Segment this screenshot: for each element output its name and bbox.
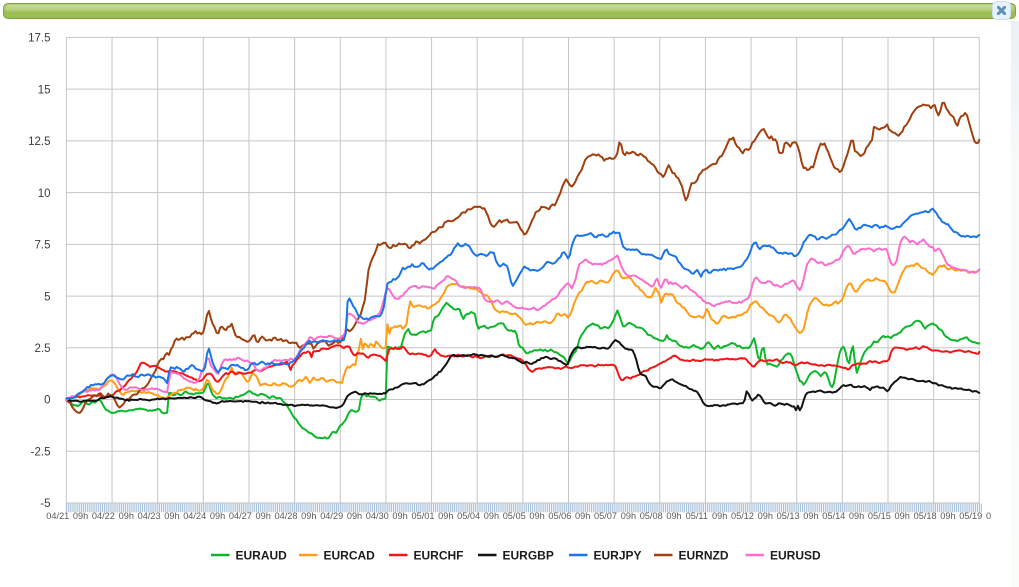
svg-text:04/27: 04/27 — [229, 511, 252, 521]
svg-text:2.5: 2.5 — [35, 343, 51, 355]
svg-text:09h: 09h — [438, 511, 453, 521]
svg-text:09h: 09h — [940, 511, 955, 521]
svg-text:05/13: 05/13 — [777, 511, 800, 521]
svg-text:05/06: 05/06 — [548, 511, 571, 521]
svg-text:-2.5: -2.5 — [31, 447, 51, 459]
svg-text:0: 0 — [986, 511, 991, 521]
svg-text:04/24: 04/24 — [183, 511, 206, 521]
svg-text:09h: 09h — [256, 511, 271, 521]
svg-text:05/14: 05/14 — [822, 511, 845, 521]
svg-text:05/07: 05/07 — [594, 511, 617, 521]
svg-text:09h: 09h — [73, 511, 88, 521]
svg-text:05/08: 05/08 — [640, 511, 663, 521]
svg-text:05/11: 05/11 — [686, 511, 708, 521]
svg-text:05/15: 05/15 — [868, 511, 891, 521]
svg-text:05/05: 05/05 — [503, 511, 526, 521]
svg-text:05/19: 05/19 — [959, 511, 982, 521]
svg-text:0: 0 — [44, 395, 50, 407]
svg-text:04/30: 04/30 — [366, 511, 389, 521]
svg-text:15: 15 — [38, 84, 51, 96]
svg-text:17.5: 17.5 — [28, 33, 50, 45]
svg-text:04/21: 04/21 — [46, 511, 69, 521]
svg-text:09h: 09h — [575, 511, 590, 521]
svg-text:09h: 09h — [119, 511, 134, 521]
svg-text:EURNZD: EURNZD — [679, 549, 729, 563]
svg-text:09h: 09h — [164, 511, 179, 521]
svg-text:09h: 09h — [758, 511, 773, 521]
svg-text:-5: -5 — [40, 498, 50, 510]
svg-text:EURAUD: EURAUD — [236, 549, 288, 563]
svg-text:09h: 09h — [529, 511, 544, 521]
svg-text:EURUSD: EURUSD — [770, 549, 821, 563]
svg-text:EURJPY: EURJPY — [594, 549, 642, 563]
svg-text:5: 5 — [44, 291, 50, 303]
svg-text:09h: 09h — [712, 511, 727, 521]
svg-text:05/18: 05/18 — [914, 511, 937, 521]
svg-text:09h: 09h — [392, 511, 407, 521]
svg-text:09h: 09h — [347, 511, 362, 521]
svg-text:04/22: 04/22 — [92, 511, 115, 521]
svg-text:05/12: 05/12 — [731, 511, 754, 521]
svg-text:09h: 09h — [621, 511, 636, 521]
svg-text:09h: 09h — [301, 511, 316, 521]
svg-text:10: 10 — [38, 188, 51, 200]
svg-text:04/29: 04/29 — [320, 511, 343, 521]
svg-text:04/28: 04/28 — [275, 511, 298, 521]
svg-text:09h: 09h — [895, 511, 910, 521]
svg-text:7.5: 7.5 — [35, 240, 51, 252]
svg-text:EURCAD: EURCAD — [324, 549, 376, 563]
svg-text:05/01: 05/01 — [412, 511, 435, 521]
svg-text:09h: 09h — [210, 511, 225, 521]
svg-text:EURGBP: EURGBP — [503, 549, 554, 563]
svg-text:09h: 09h — [803, 511, 818, 521]
svg-text:05/04: 05/04 — [457, 511, 480, 521]
svg-text:12.5: 12.5 — [28, 136, 50, 148]
svg-text:04/23: 04/23 — [138, 511, 161, 521]
svg-text:09h: 09h — [666, 511, 681, 521]
svg-text:09h: 09h — [849, 511, 864, 521]
svg-text:09h: 09h — [484, 511, 499, 521]
svg-text:EURCHF: EURCHF — [414, 549, 464, 563]
